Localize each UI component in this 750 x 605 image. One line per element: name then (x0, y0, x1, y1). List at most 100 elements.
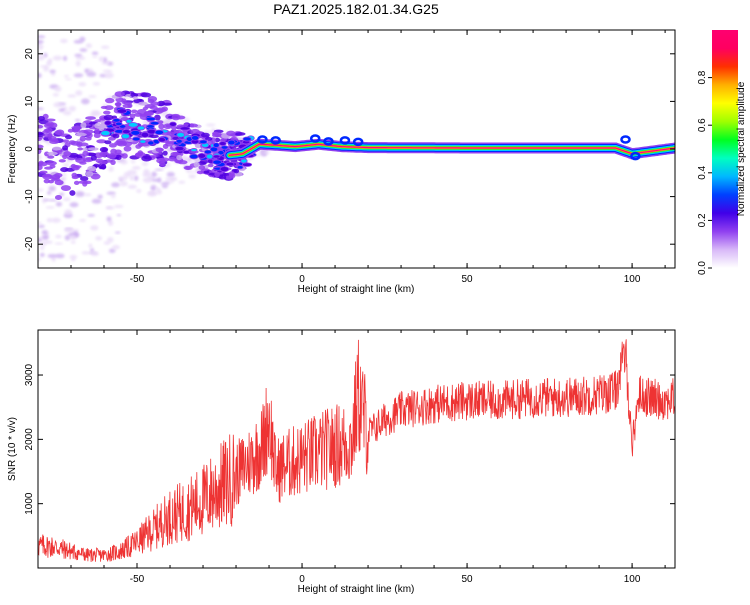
spectrogram-energy-cell (134, 112, 143, 117)
spectrogram-energy-cell (46, 160, 57, 166)
spectrogram-noise-cell (65, 66, 70, 72)
spectrogram-energy-cell (62, 139, 70, 143)
spectrogram-energy-cell (58, 159, 66, 163)
spectrogram-energy-cell (161, 106, 168, 112)
spectrogram-energy-cell (214, 137, 221, 143)
spectrogram-energy-cell (38, 148, 42, 155)
spectrogram-energy-cell (212, 142, 220, 148)
spectrogram-energy-cell (212, 131, 219, 136)
spectrogram-energy-cell (122, 103, 132, 108)
spectrogram-y-tick-label: -10 (24, 189, 35, 204)
spectrogram-energy-cell (234, 132, 246, 136)
spectrogram-energy-cell (38, 160, 44, 166)
spectrogram-noise-cell (91, 51, 99, 56)
spectrogram-energy-cell (147, 140, 155, 146)
spectrogram-noise-cell (38, 224, 45, 229)
spectrogram-energy-cell (96, 139, 107, 144)
spectrogram-energy-cell (130, 130, 141, 136)
spectrogram-y-tick-label: 0 (24, 146, 35, 152)
spectrogram-noise-cell (38, 35, 46, 39)
spectrogram-energy-cell (87, 165, 97, 172)
spectrogram-energy-cell (158, 123, 165, 130)
spectrogram-energy-cell (241, 162, 253, 167)
spectrogram-noise-cell (41, 229, 48, 235)
spectrogram-energy-cell (80, 122, 87, 129)
spectrogram-noise-cell (142, 172, 152, 178)
spectrogram-energy-cell (85, 116, 96, 120)
spectrogram-ridge (223, 134, 675, 161)
spectrogram-noise-cell (84, 193, 92, 197)
spectrogram-ridge-band (228, 143, 675, 156)
snr-panel: -50 0 50 100 1000 2000 3000 Height of straigh… (7, 329, 676, 595)
spectrogram-noise-cell (108, 166, 114, 172)
spectrogram-energy-cell (225, 161, 235, 167)
spectrogram-energy-cell (39, 170, 48, 174)
spectrogram-energy-cell (114, 102, 122, 107)
spectrogram-energy-cell (94, 128, 100, 134)
spectrogram-noise-cell (181, 154, 187, 160)
spectrogram-energy-cell (54, 195, 63, 201)
spectrogram-noise-cell (95, 236, 103, 241)
spectrogram-noise-cell (64, 228, 74, 234)
spectrogram-energy-cell (110, 159, 116, 166)
spectrogram-energy-cell (52, 146, 62, 151)
spectrogram-ridge-bump (339, 136, 351, 145)
spectrogram-noise-cell (69, 202, 79, 208)
spectrogram-noise-cell (150, 185, 157, 191)
spectrogram-energy-cell (45, 121, 55, 127)
spectrogram-energy-cell (176, 132, 185, 138)
spectrogram-energy-cell (203, 170, 210, 174)
spectrogram-energy-cell (145, 116, 157, 122)
spectrogram-energy-cell (139, 139, 147, 144)
spectrogram-noise-cell (119, 180, 128, 187)
spectrogram-energy-cell (121, 98, 127, 105)
spectrogram-noise-cell (205, 123, 216, 127)
spectrogram-energy-cell (106, 153, 117, 159)
spectrogram-energy-cell (167, 157, 177, 162)
spectrogram-noise-cell (151, 171, 157, 178)
spectrogram-energy-cell (85, 136, 92, 141)
spectrogram-energy-cell (182, 150, 191, 155)
spectrogram-energy-cell (82, 150, 89, 157)
spectrogram-y-tick-label: 20 (24, 48, 35, 60)
colorbar-label: Normalized spectral amplitude (736, 81, 747, 216)
spectrogram-x-ticks: -50 0 50 100 (37, 30, 666, 285)
spectrogram-noise-cell (38, 45, 44, 48)
spectrogram-noise-cell (74, 53, 83, 58)
spectrogram-energy-cell (104, 97, 115, 104)
spectrogram-energy-cell (150, 101, 160, 106)
spectrogram-energy-cell (93, 133, 101, 139)
colorbar-tick-label: 0.0 (697, 261, 708, 275)
spectrogram-noise-cell (43, 52, 48, 58)
spectrogram-noise-cell (52, 55, 63, 61)
spectrogram-y-tick-label: -20 (24, 237, 35, 252)
snr-y-tick-label: 1000 (24, 492, 35, 515)
spectrogram-energy-cell (112, 133, 120, 139)
spectrogram-energy-cell (189, 153, 199, 160)
spectrogram-energy-cell (80, 176, 89, 182)
spectrogram-noise-cell (106, 206, 113, 210)
spectrogram-noise-cell (133, 175, 139, 181)
spectrogram-energy-cell (185, 165, 191, 170)
spectrogram-noise-cell (64, 209, 73, 216)
spectrogram-noise-cell (90, 251, 99, 257)
spectrogram-energy-cell (71, 172, 78, 178)
spectrogram-noise-cell (47, 253, 58, 259)
snr-x-label: Height of straight line (km) (298, 584, 415, 595)
spectrogram-energy-cell (121, 133, 130, 140)
spectrogram-noise-cell (55, 201, 63, 207)
spectrogram-energy-cell (236, 165, 244, 170)
spectrogram-noise-cell (154, 168, 164, 171)
spectrogram-energy-cell (228, 171, 235, 177)
spectrogram-noise-cell (47, 190, 52, 195)
spectrogram-noise-cell (127, 184, 138, 189)
spectrogram-noise-cell (60, 38, 68, 44)
spectrogram-energy-cell (219, 166, 230, 173)
spectrogram-noise-cell (55, 253, 65, 259)
spectrogram-energy-cell (154, 129, 164, 136)
spectrogram-noise-cell (67, 94, 77, 98)
spectrogram-noise-cell (102, 57, 108, 63)
spectrogram-energy-cell (69, 190, 76, 196)
colorbar-ticks: 0.0 0.2 0.4 0.6 0.8 (697, 70, 712, 275)
spectrogram-energy-cell (132, 136, 141, 142)
